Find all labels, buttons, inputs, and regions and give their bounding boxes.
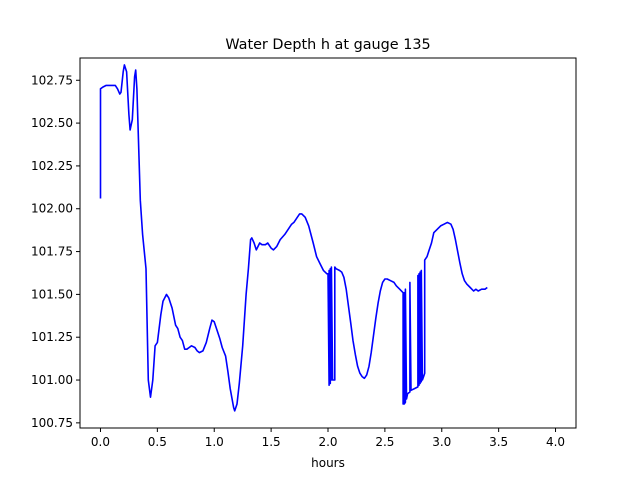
x-axis-ticks: 0.0 0.5 1.0 1.5 2.0 2.5 3.0 3.5 4.0 (91, 428, 565, 449)
x-tick-label: 3.0 (432, 435, 451, 449)
y-tick-label: 102.75 (31, 73, 73, 87)
y-tick-label: 101.25 (31, 330, 73, 344)
y-tick-label: 102.00 (31, 202, 73, 216)
chart-title: Water Depth h at gauge 135 (225, 37, 430, 53)
plot-frame (79, 57, 577, 429)
y-tick-label: 102.50 (31, 116, 73, 130)
y-tick-label: 101.75 (31, 245, 73, 259)
x-tick-label: 1.0 (205, 435, 224, 449)
x-tick-label: 2.0 (318, 435, 337, 449)
y-tick-label: 102.25 (31, 159, 73, 173)
x-tick-label: 2.5 (375, 435, 394, 449)
y-axis-ticks: 100.75 101.00 101.25 101.50 101.75 102.00 102.… (31, 73, 80, 430)
x-tick-label: 4.0 (546, 435, 565, 449)
y-tick-label: 101.50 (31, 287, 73, 301)
y-tick-label: 101.00 (31, 373, 73, 387)
x-axis-label: hours (311, 456, 345, 470)
y-tick-label: 100.75 (31, 416, 73, 430)
series-line-0 (99, 64, 488, 412)
plot-lines (99, 64, 488, 412)
x-tick-label: 0.0 (91, 435, 110, 449)
x-tick-label: 0.5 (148, 435, 167, 449)
x-tick-label: 1.5 (262, 435, 281, 449)
x-tick-label: 3.5 (489, 435, 508, 449)
